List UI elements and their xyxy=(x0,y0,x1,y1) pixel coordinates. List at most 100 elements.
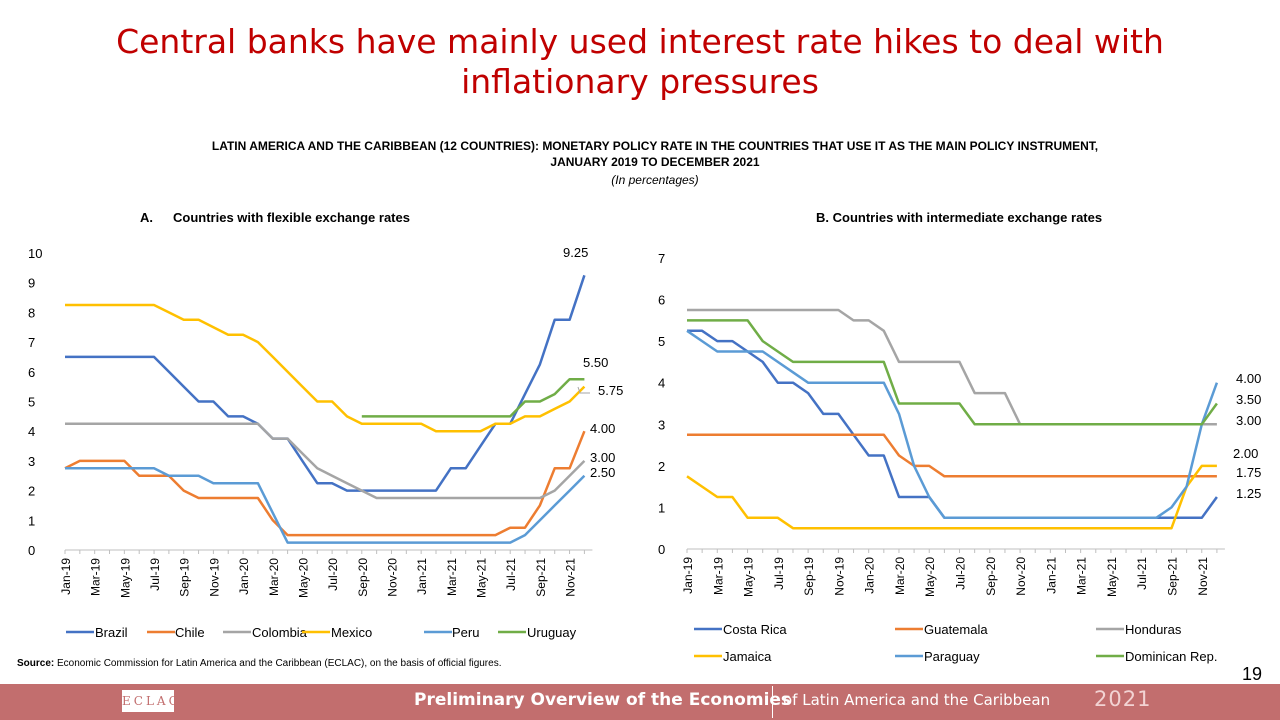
chart-b-y-tick-label: 6 xyxy=(658,293,665,308)
chart-a-series-peru-line xyxy=(65,467,586,544)
chart-b-series-guatemala-line xyxy=(687,433,1217,478)
chart-b-x-tick-label: Jan-19 xyxy=(681,557,695,594)
eclac-logo: ECLAC xyxy=(122,690,178,712)
chart-b-x-tick-label: May-20 xyxy=(923,557,937,597)
chart-b-data-label-jamaica: 2.00 xyxy=(1233,446,1258,461)
chart-b-x-tick-label: Mar-21 xyxy=(1075,557,1089,595)
chart-a-y-tick-label: 10 xyxy=(28,246,42,261)
chart-a-x-tick-label: Jan-21 xyxy=(415,558,429,595)
chart-b-x-tick-label: Jul-20 xyxy=(954,557,968,590)
chart-a-x-tick-label: Mar-21 xyxy=(445,558,459,596)
chart-b-legend-label-costa-rica: Costa Rica xyxy=(723,622,787,637)
chart-b-y-tick-label: 5 xyxy=(658,334,665,349)
panel-a-title: A. Countries with flexible exchange rates xyxy=(140,210,410,225)
footer-year: 2021 xyxy=(1094,687,1152,711)
chart-a-legend-label-colombia: Colombia xyxy=(252,625,308,640)
chart-b-legend-label-jamaica: Jamaica xyxy=(723,649,772,664)
chart-a-x-tick-label: May-20 xyxy=(296,558,310,598)
chart-b-x-tick-label: Sep-20 xyxy=(984,557,998,596)
chart-a-y-tick-label: 1 xyxy=(28,513,35,528)
chart-a-data-label-mexico: 5.50 xyxy=(583,355,608,370)
figure-subtitle: LATIN AMERICA AND THE CARIBBEAN (12 COUN… xyxy=(0,138,1280,170)
chart-b-x-tick-label: Jan-21 xyxy=(1044,557,1058,594)
chart-b-data-label-guatemala: 1.75 xyxy=(1236,465,1261,480)
chart-a-series-uruguay-line xyxy=(361,377,585,418)
chart-b-legend-label-dominican-rep: Dominican Rep. xyxy=(1125,649,1218,664)
chart-b-series-paraguay-line xyxy=(686,329,1219,520)
chart-b-x-tick-label: Sep-21 xyxy=(1165,557,1179,596)
footer-publication-title: Preliminary Overview of the Economies xyxy=(414,690,792,710)
panel-b-prefix: B. xyxy=(816,210,829,225)
chart-a-series-chile-line xyxy=(64,430,586,537)
chart-a-data-label-colombia: 3.00 xyxy=(590,450,615,465)
chart-a-data-label-brazil: 9.25 xyxy=(563,245,588,260)
footer-publication-subtitle: of Latin America and the Caribbean xyxy=(783,691,1051,709)
chart-a-series-colombia-line xyxy=(65,422,586,500)
chart-a-legend-label-mexico: Mexico xyxy=(331,625,372,640)
chart-a-x-tick-label: Jan-19 xyxy=(59,558,73,595)
chart-a-legend-label-uruguay: Uruguay xyxy=(527,625,577,640)
chart-a-y-tick-label: 7 xyxy=(28,335,35,350)
chart-a-x-tick-label: Jul-21 xyxy=(504,558,518,591)
panel-a-prefix: A. xyxy=(140,210,153,225)
chart-b-x-tick-label: Sep-19 xyxy=(802,557,816,596)
chart-b-x-tick-label: Nov-21 xyxy=(1196,557,1210,596)
chart-b-x-tick-label: Nov-19 xyxy=(832,557,846,596)
chart-a-x-tick-label: Sep-19 xyxy=(178,558,192,597)
footer-divider xyxy=(772,686,773,718)
chart-a-y-tick-label: 5 xyxy=(28,395,35,410)
chart-b-x-tick-label: Nov-20 xyxy=(1014,557,1028,596)
chart-a-x-tick-label: Sep-21 xyxy=(534,558,548,597)
chart-b-x-tick-label: Jul-19 xyxy=(772,557,786,590)
chart-b-series-jamaica-line xyxy=(686,464,1217,530)
chart-b-data-label-dominican-rep: 3.50 xyxy=(1236,392,1261,407)
panel-b-title: B. Countries with intermediate exchange … xyxy=(816,210,1102,225)
chart-b-x-tick-label: Mar-19 xyxy=(711,557,725,595)
footer-bar xyxy=(0,684,1280,720)
figure-subtitle-line1: LATIN AMERICA AND THE CARIBBEAN (12 COUN… xyxy=(211,139,1099,153)
chart-a-x-tick-label: Jul-19 xyxy=(148,558,162,591)
chart-b-y-tick-label: 1 xyxy=(658,500,665,515)
chart-a-x-tick-label: Mar-20 xyxy=(267,558,281,596)
panel-b-title-text: Countries with intermediate exchange rat… xyxy=(832,210,1103,225)
chart-b-y-tick-label: 7 xyxy=(658,251,665,266)
chart-a-data-label-leader xyxy=(577,386,590,394)
chart-a-y-tick-label: 0 xyxy=(28,543,35,558)
chart-b-data-label-paraguay: 4.00 xyxy=(1236,371,1261,386)
chart-a-series-mexico-line xyxy=(65,303,586,433)
chart-b-legend-label-honduras: Honduras xyxy=(1125,622,1182,637)
chart-a-x-tick-label: Nov-21 xyxy=(564,558,578,597)
slide-title-line1: Central banks have mainly used interest … xyxy=(116,22,1164,61)
chart-a-y-tick-label: 4 xyxy=(28,424,35,439)
chart-a-legend-label-peru: Peru xyxy=(452,625,479,640)
chart-b-x-tick-label: Jan-20 xyxy=(863,557,877,594)
chart-a-y-tick-label: 6 xyxy=(28,365,35,380)
chart-b-y-tick-label: 3 xyxy=(658,417,665,432)
chart-a-x-tick-label: May-21 xyxy=(475,558,489,598)
chart-a-x-tick-label: Nov-19 xyxy=(207,558,221,597)
chart-b-x-tick-label: Jul-21 xyxy=(1135,557,1149,590)
chart-b-series-dominican-rep-line xyxy=(687,319,1218,426)
chart-a-x-tick-label: May-19 xyxy=(118,558,132,598)
chart-a-legend-label-brazil: Brazil xyxy=(95,625,128,640)
chart-a-x-tick-label: Sep-20 xyxy=(356,558,370,597)
chart-b-y-tick-label: 2 xyxy=(658,459,665,474)
chart-b-data-label-honduras: 3.00 xyxy=(1236,413,1261,428)
panel-a-title-text: Countries with flexible exchange rates xyxy=(173,210,410,225)
chart-a-x-tick-label: Nov-20 xyxy=(385,558,399,597)
chart-b-data-label-costa-rica: 1.25 xyxy=(1236,486,1261,501)
chart-a-flexible-exchange-rates: 0 1 2 3 4 5 6 7 8 9 10 Jan-19 Mar-19 May-19 Jul-19 Sep-… xyxy=(28,245,623,640)
chart-b-y-tick-label: 4 xyxy=(658,376,665,391)
page-number: 19 xyxy=(1242,664,1263,684)
chart-a-legend-label-chile: Chile xyxy=(175,625,205,640)
slide-title-line2: inflationary pressures xyxy=(461,62,819,101)
chart-b-legend-label-guatemala: Guatemala xyxy=(924,622,988,637)
chart-a-x-tick-label: Jul-20 xyxy=(326,558,340,591)
source-note: Source: Economic Commission for Latin Am… xyxy=(17,658,501,669)
chart-a-y-tick-label: 2 xyxy=(28,484,35,499)
chart-a-y-tick-label: 3 xyxy=(28,454,35,469)
chart-a-y-tick-label: 9 xyxy=(28,276,35,291)
figure-subtitle-line2: JANUARY 2019 TO DECEMBER 2021 xyxy=(550,155,760,169)
chart-a-data-label-peru: 2.50 xyxy=(590,465,615,480)
chart-b-x-tick-label: May-21 xyxy=(1105,557,1119,597)
